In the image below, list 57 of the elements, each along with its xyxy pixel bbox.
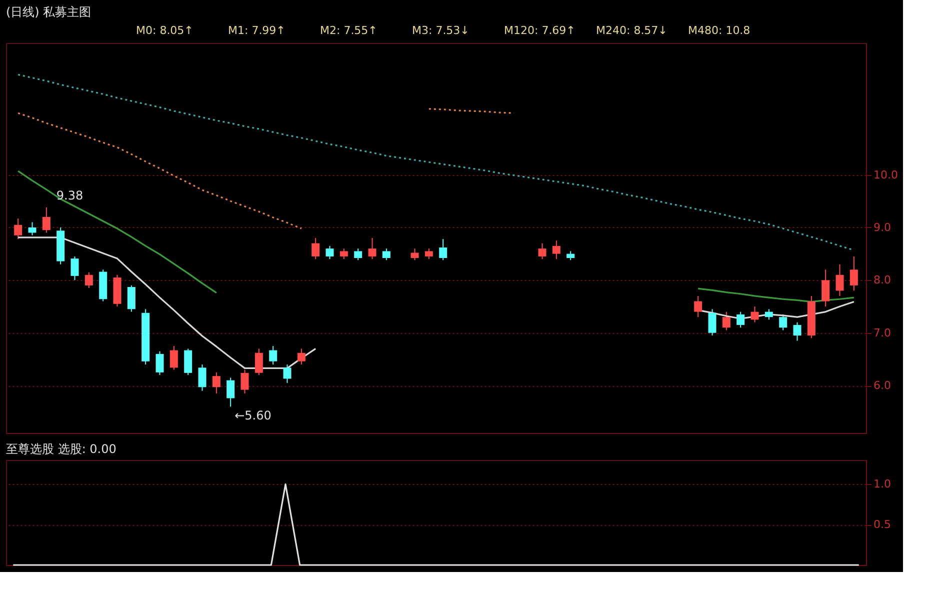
candlestick xyxy=(226,377,235,408)
candlestick xyxy=(212,372,220,394)
y-tick-label: 7.0 xyxy=(874,326,891,340)
candlestick xyxy=(410,248,419,261)
text: M120: 7.69↑ xyxy=(504,24,576,37)
y-tick-label: 1.0 xyxy=(874,478,891,491)
candlestick xyxy=(70,256,79,281)
candlestick xyxy=(254,348,263,376)
candlestick xyxy=(779,314,788,331)
y-tick-label: 6.0 xyxy=(874,379,891,392)
candlestick xyxy=(694,295,702,318)
text: M2: 7.55↑ xyxy=(320,24,378,37)
chart-title: (日线) 私募主图 xyxy=(6,5,92,19)
candlestick xyxy=(283,364,292,384)
candlestick xyxy=(312,238,320,260)
text: M240: 8.57↓ xyxy=(596,24,668,37)
candlestick xyxy=(156,350,164,376)
candlestick xyxy=(354,248,362,261)
candlestick xyxy=(822,269,830,308)
candlestick xyxy=(736,311,745,328)
candlestick xyxy=(850,256,858,292)
candlestick xyxy=(14,218,22,240)
text: M3: 7.53↓ xyxy=(412,24,470,37)
candlestick xyxy=(184,348,192,376)
candlestick xyxy=(708,308,716,336)
candlestick xyxy=(722,311,730,331)
candlestick xyxy=(836,264,844,296)
candlestick xyxy=(340,248,348,260)
candlestick xyxy=(750,306,759,323)
candlestick xyxy=(368,238,376,260)
text: M480: 10.8 xyxy=(688,24,750,37)
candlestick xyxy=(28,222,36,236)
text: M0: 8.05↑ xyxy=(136,24,194,37)
candlestick xyxy=(424,248,433,260)
candlestick xyxy=(198,364,206,392)
annotation: 9.38 xyxy=(56,188,84,202)
candlestick xyxy=(439,238,448,261)
y-tick-label: 10.0 xyxy=(874,168,898,182)
text: M1: 7.99↑ xyxy=(228,24,286,37)
candlestick xyxy=(538,242,546,260)
y-tick-label: 8.0 xyxy=(874,274,891,287)
candlestick xyxy=(240,369,249,394)
candlestick xyxy=(297,348,306,365)
candlestick xyxy=(269,346,278,365)
y-tick-label: 0.5 xyxy=(874,518,891,532)
candlestick xyxy=(127,284,136,312)
candlestick xyxy=(793,322,802,342)
candlestick xyxy=(170,346,178,370)
candlestick xyxy=(764,308,773,320)
candlestick xyxy=(84,272,93,289)
y-tick-label: 9.0 xyxy=(874,220,891,234)
candlestick xyxy=(326,245,334,260)
candlestick xyxy=(382,248,390,261)
chart-title: 至尊选股 选股: 0.00 xyxy=(6,442,116,456)
candlestick xyxy=(552,240,560,260)
annotation: ←5.60 xyxy=(234,408,272,423)
candlestick xyxy=(42,206,50,234)
